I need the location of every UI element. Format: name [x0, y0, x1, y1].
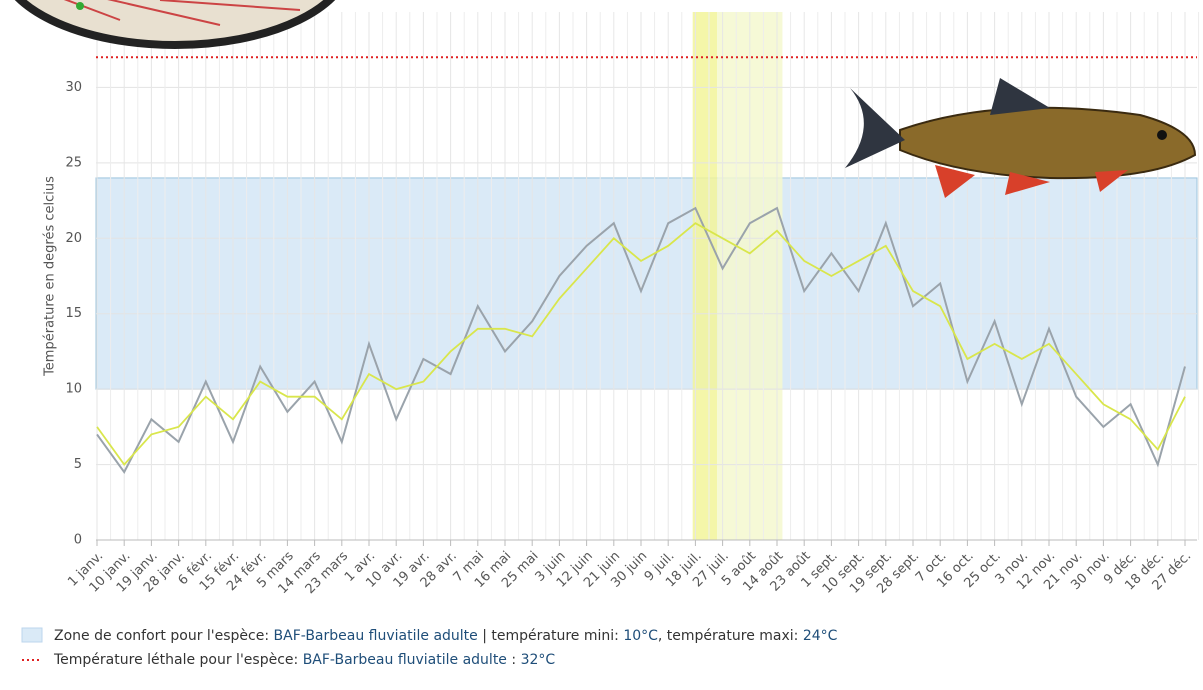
legend-label: Température léthale pour l'espèce: [53, 652, 303, 668]
fish-illustration [845, 78, 1197, 198]
legend-max: 24°C [803, 628, 838, 644]
map-decoration [14, 0, 336, 49]
legend-species: BAF-Barbeau fluviatile adulte [274, 628, 478, 644]
series-line [96, 222, 1186, 467]
legend-text: Température léthale pour l'espèce: BAF-B… [53, 652, 555, 668]
legend-text: Zone de confort pour l'espèce: BAF-Barbe… [54, 628, 838, 644]
legend-label: Zone de confort pour l'espèce: [54, 628, 274, 644]
y-tick-label: 0 [74, 533, 82, 548]
legend-label: | température mini: [478, 628, 624, 644]
legend-swatch [21, 627, 43, 643]
legend-min: 10°C [623, 628, 658, 644]
y-tick-label: 20 [65, 231, 82, 246]
y-tick-label: 15 [65, 306, 82, 321]
y-tick-label: 25 [65, 155, 82, 170]
y-tick-label: 10 [65, 382, 82, 397]
legend-value: 32°C [521, 652, 556, 668]
legend-label: , température maxi: [658, 628, 803, 644]
y-tick-label: 30 [65, 80, 82, 95]
legend-label: : [507, 652, 521, 668]
legend: Zone de confort pour l'espèce: BAF-Barbe… [21, 627, 838, 668]
legend-species: BAF-Barbeau fluviatile adulte [303, 652, 507, 668]
comfort-zone [95, 177, 1198, 390]
highlight-band [692, 12, 718, 540]
y-tick-label: 5 [74, 457, 82, 472]
y-axis-title: Température en degrés celcius [43, 176, 58, 377]
